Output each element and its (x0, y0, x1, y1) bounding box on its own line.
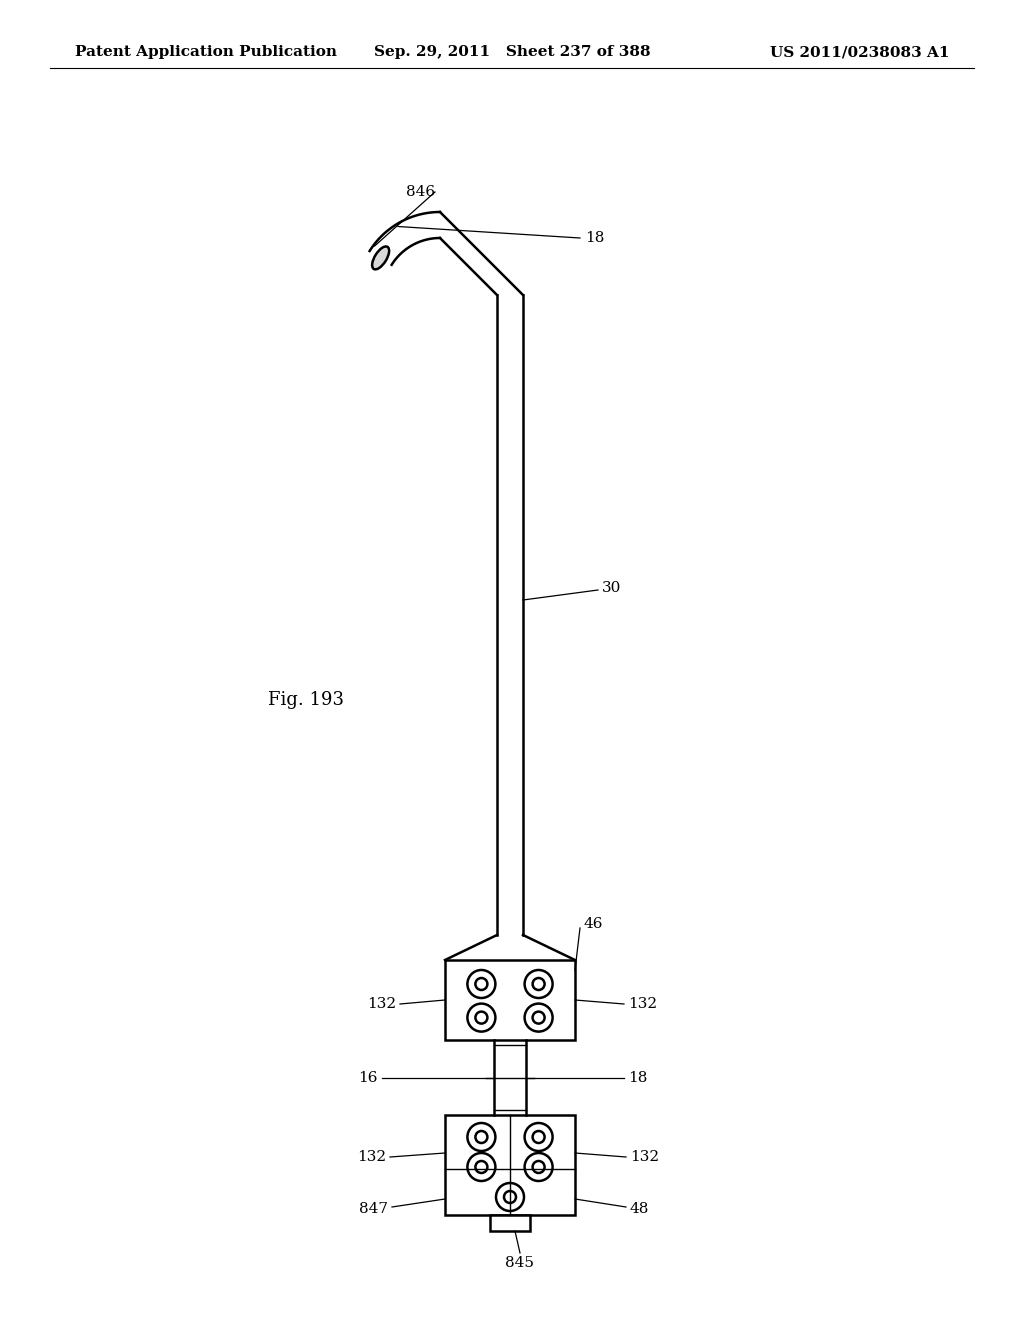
Circle shape (475, 1011, 487, 1023)
Circle shape (524, 1003, 553, 1032)
Circle shape (532, 978, 545, 990)
Circle shape (467, 1123, 496, 1151)
Bar (445, 960, 575, 1040)
Bar (445, 1115, 575, 1214)
Circle shape (532, 1131, 545, 1143)
Text: Fig. 193: Fig. 193 (268, 690, 344, 709)
Circle shape (524, 1123, 553, 1151)
Circle shape (475, 1162, 487, 1173)
Text: 846: 846 (406, 185, 435, 199)
Text: 132: 132 (630, 1150, 659, 1164)
Circle shape (524, 970, 553, 998)
Text: 16: 16 (358, 1071, 378, 1085)
Text: 845: 845 (506, 1257, 535, 1270)
Circle shape (467, 1003, 496, 1032)
Circle shape (467, 970, 496, 998)
Text: 46: 46 (584, 917, 603, 931)
Text: 132: 132 (628, 997, 657, 1011)
Ellipse shape (372, 247, 389, 269)
Circle shape (475, 1131, 487, 1143)
Text: 132: 132 (357, 1150, 386, 1164)
Text: 48: 48 (630, 1203, 649, 1216)
Circle shape (467, 1152, 496, 1181)
Text: 30: 30 (602, 581, 622, 595)
Circle shape (496, 1183, 524, 1210)
Text: 18: 18 (628, 1071, 647, 1085)
Circle shape (504, 1191, 516, 1203)
Text: Sep. 29, 2011   Sheet 237 of 388: Sep. 29, 2011 Sheet 237 of 388 (374, 45, 650, 59)
Bar (490, 1214, 530, 1232)
Text: 132: 132 (367, 997, 396, 1011)
Text: 847: 847 (359, 1203, 388, 1216)
Circle shape (532, 1011, 545, 1023)
Circle shape (524, 1152, 553, 1181)
Circle shape (532, 1162, 545, 1173)
Text: US 2011/0238083 A1: US 2011/0238083 A1 (770, 45, 950, 59)
Text: 18: 18 (585, 231, 604, 246)
Circle shape (475, 978, 487, 990)
Text: Patent Application Publication: Patent Application Publication (75, 45, 337, 59)
